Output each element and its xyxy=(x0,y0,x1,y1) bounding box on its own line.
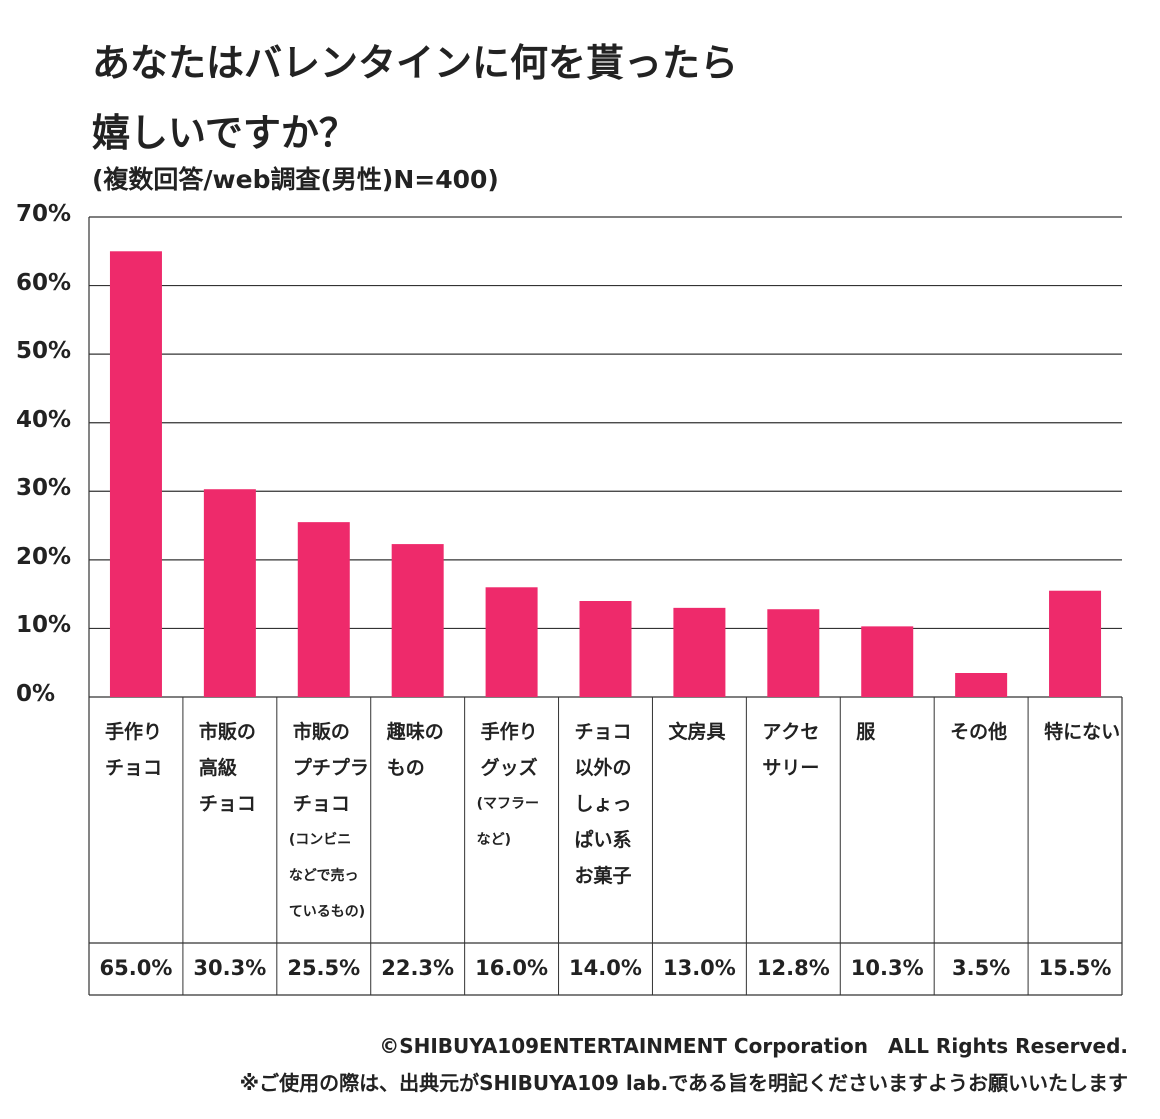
y-tick-label: 20% xyxy=(16,543,72,570)
x-tick-label: 趣味の もの xyxy=(386,721,444,779)
bar xyxy=(861,626,914,697)
chart-subtitle: (複数回答/web調査(男性)N=400) xyxy=(92,165,499,194)
x-tick-label: 手作り グッズ xyxy=(480,721,538,779)
y-tick-label: 0% xyxy=(16,681,56,707)
footer-copyright: ©SHIBUYA109ENTERTAINMENT Corporation ALL… xyxy=(379,1034,1128,1058)
y-tick-label: 70% xyxy=(16,201,72,227)
bar xyxy=(1049,590,1102,697)
value-label: 65.0% xyxy=(99,956,173,980)
x-tick-label: 市販の プチプラ チョコ xyxy=(292,721,369,815)
y-tick-label: 60% xyxy=(16,269,72,296)
value-label: 14.0% xyxy=(569,956,642,980)
y-tick-label: 10% xyxy=(16,612,72,639)
value-label: 13.0% xyxy=(662,956,736,980)
value-label: 16.0% xyxy=(475,956,548,980)
y-tick-label: 40% xyxy=(16,406,72,433)
value-label: 3.5% xyxy=(952,956,1011,980)
bar xyxy=(109,251,162,698)
value-label: 25.5% xyxy=(287,956,361,980)
x-tick-label: チョコ 以外の しょっ ぱい系 お菓子 xyxy=(574,721,632,887)
x-tick-label: その他 xyxy=(950,721,1008,743)
x-tick-note: (コンビニ などで売っ ているもの) xyxy=(288,832,366,920)
y-tick-label: 50% xyxy=(16,338,72,365)
bar xyxy=(955,673,1008,697)
value-label: 30.3% xyxy=(193,956,267,980)
bar xyxy=(297,522,350,697)
y-tick-label: 30% xyxy=(16,475,72,502)
bar xyxy=(203,489,256,697)
x-tick-label: 特にない xyxy=(1044,721,1121,743)
bar xyxy=(391,544,444,697)
value-label: 22.3% xyxy=(381,956,455,980)
chart-title: あなたはバレンタインに何を貰ったら 嬉しいですか？ xyxy=(92,41,739,155)
value-label: 15.5% xyxy=(1038,956,1112,980)
footer-note: ※ご使用の際は、出典元がSHIBUYA109 lab.である旨を明記くださいます… xyxy=(239,1071,1128,1095)
value-label: 12.8% xyxy=(756,956,830,980)
x-tick-label: 服 xyxy=(856,721,876,743)
bar xyxy=(579,601,632,697)
x-tick-label: 市販の 高級 チョコ xyxy=(198,721,256,815)
value-label: 10.3% xyxy=(850,956,924,980)
bar xyxy=(485,587,538,697)
bar xyxy=(673,607,726,697)
bar xyxy=(767,609,820,697)
x-tick-label: 手作り チョコ xyxy=(105,721,163,779)
x-tick-label: アクセ サリー xyxy=(762,721,820,779)
x-tick-note: (マフラー など) xyxy=(476,796,540,848)
x-tick-label: 文房具 xyxy=(668,721,726,743)
